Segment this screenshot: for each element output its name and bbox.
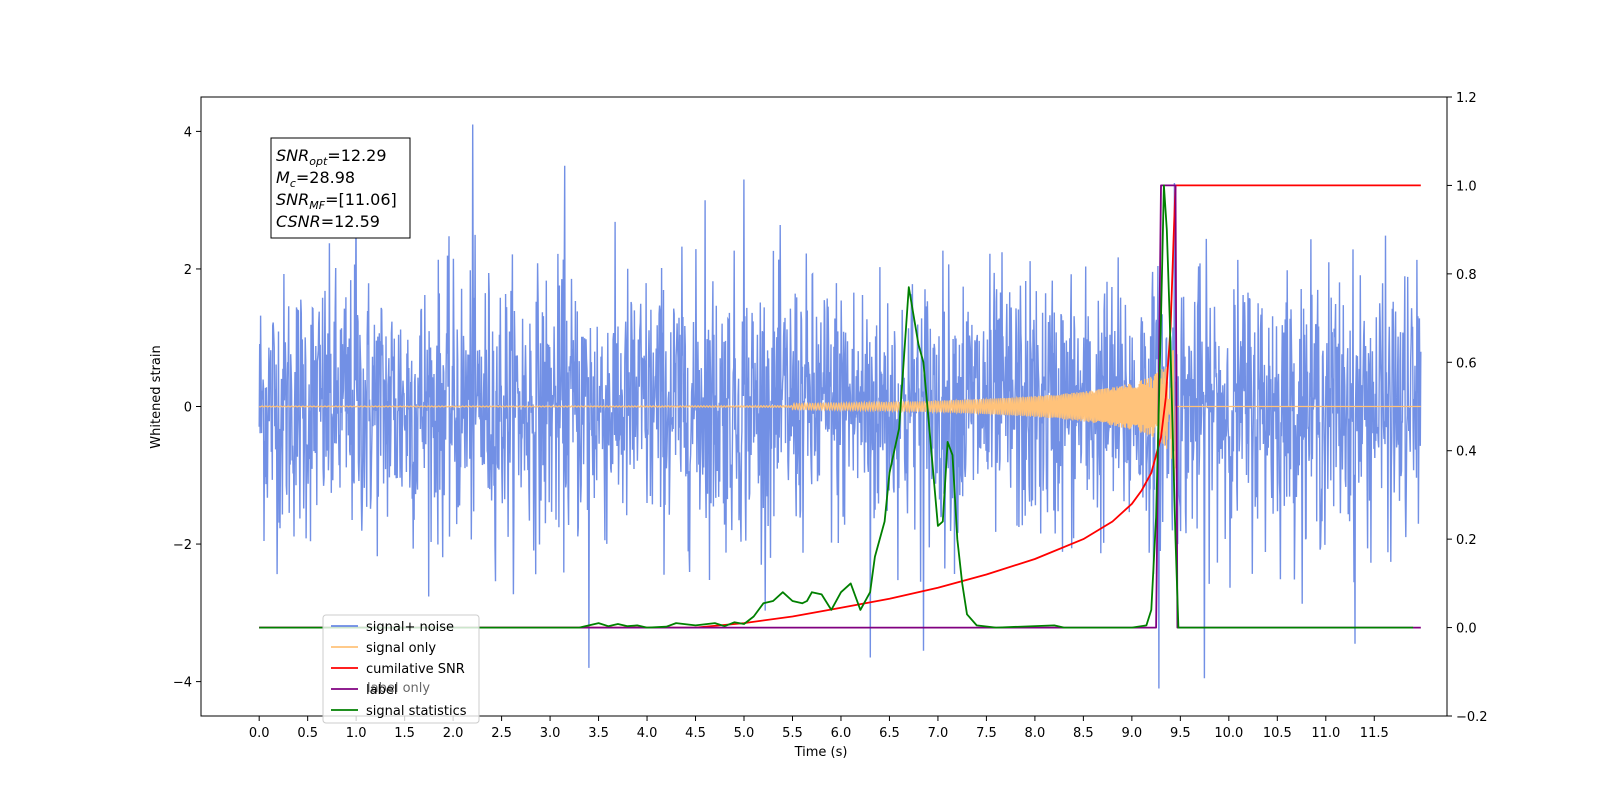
y-tick-label: 2 — [184, 263, 192, 278]
y2-tick-label: 0.0 — [1456, 622, 1477, 637]
y2-tick-label: −0.2 — [1456, 710, 1488, 725]
annotation-line: CSNR=12.59 — [276, 212, 380, 231]
y2-tick-label: 0.4 — [1456, 445, 1477, 460]
x-tick-label: 5.5 — [782, 726, 803, 741]
x-tick-label: 11.0 — [1311, 726, 1340, 741]
annotation-frame — [270, 137, 411, 239]
x-tick-label: 5.0 — [734, 726, 755, 741]
series-layer — [258, 124, 1422, 689]
x-tick-label: 6.0 — [831, 726, 852, 741]
series-line-cumilative-snr — [259, 184, 1421, 629]
legend-label: signal statistics — [366, 704, 467, 719]
legend-label: signal only — [366, 641, 436, 656]
legend-label: label — [366, 683, 397, 698]
x-tick-label: 8.5 — [1073, 726, 1094, 741]
x-tick-label: 2.0 — [443, 726, 464, 741]
annotation-line: SNRopt=12.29 — [276, 146, 387, 168]
axes: 0.0 0.5 1.0 1.5 2.0 2.5 3.0 3.5 4.0 4.5 5.0 5.5 6.0 6… — [173, 91, 1488, 741]
y-tick-label: 0 — [184, 401, 192, 416]
x-tick-label: 8.0 — [1025, 726, 1046, 741]
y-tick-label: 4 — [184, 125, 192, 140]
y-tick-label: −4 — [173, 676, 192, 691]
x-tick-label: 4.5 — [685, 726, 706, 741]
annotation-box: SNRopt=12.29Mc=28.98SNRMF=[11.06]CSNR=12… — [270, 137, 411, 239]
y2-tick-label: 0.6 — [1456, 356, 1477, 371]
legend: label only signal+ noise signal only cumila… — [322, 614, 480, 724]
annotation-line: Mc=28.98 — [276, 168, 355, 190]
x-tick-label: 10.0 — [1214, 726, 1243, 741]
y-tick-label: −2 — [173, 538, 192, 553]
y2-tick-label: 1.0 — [1456, 179, 1477, 194]
x-tick-label: 9.0 — [1122, 726, 1143, 741]
legend-ghost-text: label only — [367, 681, 430, 696]
series-line-signal-noise — [258, 124, 1422, 689]
legend-frame — [322, 614, 480, 724]
series-line-signal-statistics — [259, 184, 1414, 629]
series-line-signal-only — [258, 350, 1421, 481]
x-tick-label: 1.5 — [394, 726, 415, 741]
plot-area — [258, 124, 1422, 689]
x-tick-label: 1.0 — [346, 726, 367, 741]
x-tick-label: 7.5 — [976, 726, 997, 741]
y2-tick-label: 0.8 — [1456, 268, 1477, 283]
legend-label: cumilative SNR — [366, 662, 465, 677]
legend-label: signal+ noise — [366, 620, 454, 635]
x-tick-label: 3.5 — [588, 726, 609, 741]
y-axis-label: Whitened strain — [149, 345, 164, 448]
x-tick-label: 7.0 — [928, 726, 949, 741]
annotation-line: SNRMF=[11.06] — [276, 190, 397, 212]
x-tick-label: 0.0 — [249, 726, 270, 741]
x-tick-label: 6.5 — [879, 726, 900, 741]
x-tick-label: 0.5 — [297, 726, 318, 741]
x-tick-label: 11.5 — [1360, 726, 1389, 741]
x-tick-label: 9.5 — [1170, 726, 1191, 741]
x-tick-label: 2.5 — [491, 726, 512, 741]
x-tick-label: 4.0 — [637, 726, 658, 741]
x-axis-label: Time (s) — [794, 745, 848, 760]
x-tick-label: 3.0 — [540, 726, 561, 741]
y2-tick-label: 1.2 — [1456, 91, 1477, 106]
y2-tick-label: 0.2 — [1456, 533, 1477, 548]
x-tick-label: 10.5 — [1263, 726, 1292, 741]
